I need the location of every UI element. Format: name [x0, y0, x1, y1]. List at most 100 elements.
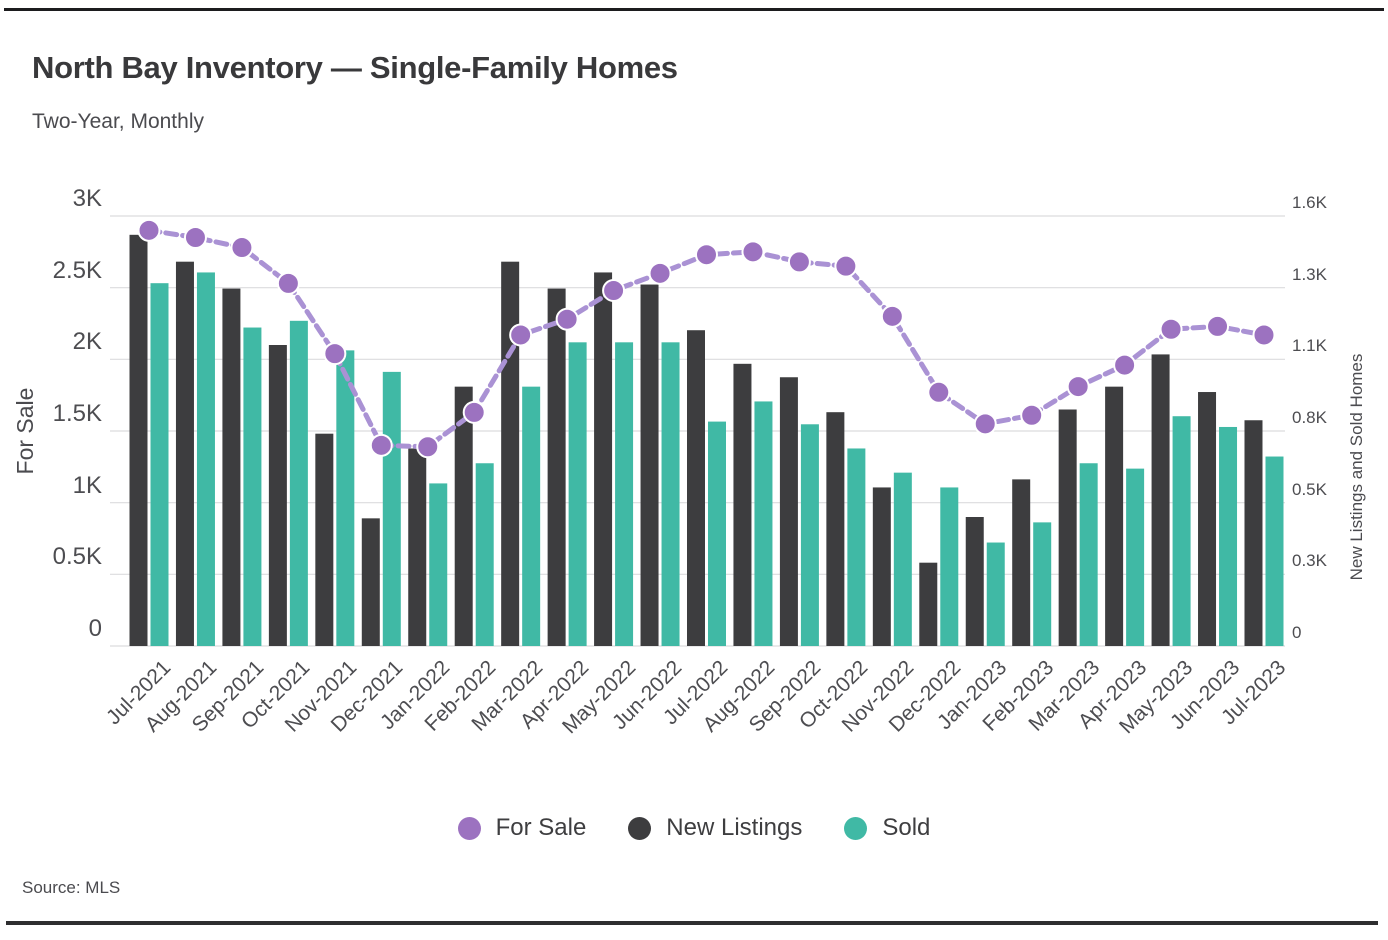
- sold-bar-Feb-2022[interactable]: [475, 463, 494, 646]
- left-axis-tick: 0.5K: [52, 543, 102, 571]
- for-sale-point-Nov-2022[interactable]: [880, 304, 904, 328]
- source-note: Source: MLS: [22, 878, 121, 897]
- for-sale-point-Jul-2022[interactable]: [694, 243, 718, 267]
- sold-bar-Jan-2022[interactable]: [429, 483, 448, 646]
- left-axis-tick: 3K: [72, 185, 102, 212]
- new-listings-bar-Jun-2023[interactable]: [1198, 392, 1217, 646]
- new-listings-bar-Jan-2023[interactable]: [965, 517, 984, 646]
- new-listings-bar-Jul-2023[interactable]: [1244, 420, 1263, 646]
- bottom-rule: [6, 921, 1378, 925]
- plot-canvas: [110, 215, 1285, 647]
- sold-bar-Aug-2021[interactable]: [196, 272, 215, 646]
- sold-bar-May-2022[interactable]: [615, 342, 634, 646]
- sold-bar-Jun-2023[interactable]: [1219, 426, 1238, 646]
- for-sale-point-Nov-2021[interactable]: [323, 342, 347, 366]
- for-sale-point-Oct-2022[interactable]: [834, 254, 858, 278]
- for-sale-point-Aug-2021[interactable]: [183, 226, 207, 249]
- sold-bar-Jun-2022[interactable]: [661, 342, 680, 646]
- left-axis-tick: 1K: [72, 471, 102, 499]
- chart-subtitle: Two-Year, Monthly: [32, 110, 204, 133]
- sold-bar-Mar-2022[interactable]: [522, 386, 541, 646]
- sold-bar-Sep-2022[interactable]: [800, 424, 819, 646]
- legend-swatch-icon: [844, 816, 868, 840]
- for-sale-point-Jul-2021[interactable]: [137, 218, 161, 242]
- for-sale-point-Aug-2022[interactable]: [741, 240, 765, 264]
- sold-bar-Jul-2023[interactable]: [1265, 456, 1284, 646]
- for-sale-point-Mar-2023[interactable]: [1066, 375, 1090, 399]
- sold-bar-Apr-2023[interactable]: [1126, 468, 1145, 646]
- for-sale-point-May-2022[interactable]: [602, 279, 626, 303]
- for-sale-point-Jun-2023[interactable]: [1206, 314, 1230, 338]
- for-sale-point-Dec-2021[interactable]: [369, 433, 393, 457]
- top-rule: [4, 8, 1384, 11]
- sold-bar-Jan-2023[interactable]: [986, 542, 1005, 646]
- for-sale-point-Apr-2023[interactable]: [1113, 353, 1137, 377]
- new-listings-bar-May-2022[interactable]: [594, 272, 613, 646]
- sold-bar-Dec-2021[interactable]: [382, 371, 401, 646]
- left-axis-tick: 0: [88, 615, 102, 642]
- legend-label: For Sale: [495, 814, 587, 841]
- new-listings-bar-Sep-2022[interactable]: [779, 377, 798, 646]
- new-listings-bar-Oct-2021[interactable]: [268, 345, 287, 646]
- sold-bar-Jul-2021[interactable]: [150, 283, 169, 646]
- legend-item-for-sale[interactable]: For Sale: [457, 814, 587, 842]
- new-listings-bar-Aug-2022[interactable]: [733, 363, 752, 646]
- sold-bar-Oct-2022[interactable]: [847, 448, 866, 646]
- sold-bar-Nov-2022[interactable]: [893, 472, 912, 646]
- for-sale-point-Jan-2023[interactable]: [973, 412, 997, 436]
- new-listings-bar-Nov-2021[interactable]: [315, 433, 334, 646]
- for-sale-point-Dec-2022[interactable]: [927, 380, 951, 404]
- legend-item-sold[interactable]: Sold: [844, 814, 930, 842]
- new-listings-bar-Jul-2021[interactable]: [129, 234, 148, 646]
- sold-bar-Aug-2022[interactable]: [754, 401, 773, 646]
- sold-bar-Nov-2021[interactable]: [336, 350, 355, 646]
- new-listings-bar-May-2023[interactable]: [1151, 354, 1170, 646]
- for-sale-point-Feb-2023[interactable]: [1020, 403, 1044, 427]
- sold-bar-Mar-2023[interactable]: [1079, 463, 1098, 646]
- new-listings-bar-Apr-2023[interactable]: [1105, 386, 1124, 646]
- right-axis-tick: 1.6K: [1292, 193, 1327, 212]
- new-listings-bar-Sep-2021[interactable]: [222, 288, 241, 646]
- new-listings-bar-Jul-2022[interactable]: [686, 330, 705, 646]
- for-sale-point-Sep-2021[interactable]: [230, 236, 254, 260]
- for-sale-point-May-2023[interactable]: [1159, 317, 1183, 341]
- legend-label: New Listings: [666, 814, 803, 841]
- for-sale-point-Feb-2022[interactable]: [462, 400, 486, 424]
- legend-label: Sold: [882, 814, 931, 841]
- sold-bar-Sep-2021[interactable]: [243, 327, 262, 646]
- new-listings-bar-Dec-2021[interactable]: [361, 518, 380, 646]
- sold-bar-Dec-2022[interactable]: [940, 487, 959, 646]
- new-listings-bar-Oct-2022[interactable]: [826, 412, 845, 646]
- new-listings-bar-Nov-2022[interactable]: [872, 487, 891, 646]
- new-listings-bar-Aug-2021[interactable]: [175, 261, 194, 646]
- sold-bar-Feb-2023[interactable]: [1033, 522, 1052, 646]
- right-axis-tick: 0.8K: [1292, 408, 1327, 427]
- sold-bar-May-2023[interactable]: [1172, 416, 1191, 646]
- sold-bar-Jul-2022[interactable]: [707, 421, 726, 646]
- chart-title: North Bay Inventory — Single-Family Home…: [32, 50, 678, 85]
- for-sale-point-Jun-2022[interactable]: [648, 261, 672, 285]
- for-sale-point-Jan-2022[interactable]: [416, 435, 440, 459]
- right-axis-title: New Listings and Sold Homes: [1347, 353, 1366, 581]
- new-listings-bar-Dec-2022[interactable]: [919, 562, 938, 646]
- for-sale-point-Oct-2021[interactable]: [276, 271, 300, 295]
- sold-bar-Oct-2021[interactable]: [289, 320, 308, 646]
- left-axis-tick: 1.5K: [52, 400, 102, 427]
- new-listings-bar-Jun-2022[interactable]: [640, 284, 659, 646]
- new-listings-bar-Jan-2022[interactable]: [408, 448, 427, 646]
- new-listings-bar-Mar-2022[interactable]: [501, 261, 520, 646]
- new-listings-bar-Feb-2023[interactable]: [1012, 479, 1031, 646]
- new-listings-bar-Apr-2022[interactable]: [547, 288, 566, 646]
- for-sale-point-Mar-2022[interactable]: [509, 323, 533, 347]
- new-listings-bar-Mar-2023[interactable]: [1058, 409, 1077, 647]
- for-sale-point-Jul-2023[interactable]: [1252, 323, 1276, 347]
- legend-swatch-icon: [457, 816, 481, 840]
- legend-swatch-icon: [628, 816, 652, 840]
- new-listings-bar-Feb-2022[interactable]: [454, 386, 473, 646]
- for-sale-point-Sep-2022[interactable]: [787, 250, 811, 274]
- right-axis-tick: 1.3K: [1292, 264, 1327, 284]
- left-axis-tick: 2.5K: [52, 256, 102, 284]
- for-sale-point-Apr-2022[interactable]: [555, 307, 579, 331]
- legend-item-new-listings[interactable]: New Listings: [628, 814, 802, 842]
- sold-bar-Apr-2022[interactable]: [568, 342, 587, 646]
